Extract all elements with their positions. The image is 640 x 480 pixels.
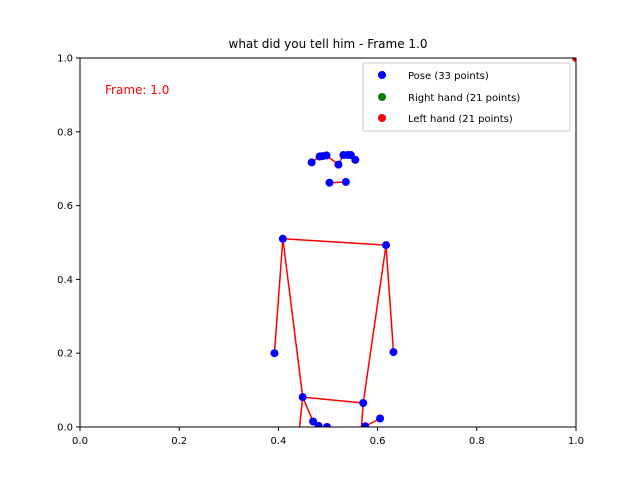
skeleton-connection bbox=[302, 396, 314, 422]
pose-point bbox=[389, 348, 398, 357]
x-tick-label: 0.2 bbox=[171, 436, 187, 447]
pose-point bbox=[278, 234, 287, 243]
x-tick-label: 1.0 bbox=[568, 436, 584, 447]
left-hand-point bbox=[572, 58, 576, 62]
legend-label-left-hand: Left hand (21 points) bbox=[408, 114, 513, 125]
skeleton-connection bbox=[282, 238, 304, 398]
landmark-points bbox=[270, 58, 576, 427]
pose-point bbox=[334, 160, 343, 169]
x-tick-label: 0.0 bbox=[72, 436, 88, 447]
pose-point bbox=[309, 417, 318, 426]
legend-marker-pose bbox=[378, 71, 386, 79]
x-tick-label: 0.4 bbox=[270, 436, 286, 447]
chart-title: what did you tell him - Frame 1.0 bbox=[229, 37, 428, 51]
y-tick-label: 0.2 bbox=[57, 349, 73, 360]
skeleton-connection bbox=[282, 238, 387, 246]
pose-point bbox=[341, 177, 350, 186]
legend-box bbox=[362, 62, 571, 132]
legend-label-right-hand: Right hand (21 points) bbox=[408, 93, 520, 104]
skeleton-connection bbox=[362, 244, 387, 404]
skeleton-connection bbox=[298, 397, 304, 427]
y-tick-label: 0.0 bbox=[57, 423, 73, 434]
y-tick-label: 0.4 bbox=[57, 275, 73, 286]
y-tick-label: 0.8 bbox=[57, 127, 73, 138]
x-axis: 0.0 0.2 0.4 0.6 0.8 1.0 bbox=[72, 427, 584, 447]
skeleton-connection bbox=[360, 402, 364, 427]
pose-point bbox=[323, 423, 332, 427]
skeleton-connection bbox=[364, 426, 366, 427]
pose-point bbox=[382, 241, 391, 250]
pose-point bbox=[270, 349, 279, 358]
pose-point bbox=[325, 178, 334, 187]
pose-point bbox=[307, 158, 316, 167]
legend: Pose (33 points) Right hand (21 points) … bbox=[362, 62, 571, 132]
y-axis: 0.0 0.2 0.4 0.6 0.8 1.0 bbox=[57, 54, 80, 434]
frame-annotation: Frame: 1.0 bbox=[105, 83, 169, 97]
skeleton-connection bbox=[302, 396, 364, 404]
x-tick-label: 0.8 bbox=[469, 436, 485, 447]
y-tick-label: 0.6 bbox=[57, 201, 73, 212]
pose-point bbox=[359, 399, 368, 408]
pose-point bbox=[361, 422, 370, 427]
plot-frame bbox=[79, 57, 577, 428]
pose-point bbox=[376, 414, 385, 423]
pose-point bbox=[298, 393, 307, 402]
x-tick-label: 0.6 bbox=[370, 436, 386, 447]
legend-marker-left-hand bbox=[378, 114, 386, 122]
legend-marker-right-hand bbox=[378, 93, 386, 101]
skeleton-connection bbox=[273, 238, 284, 354]
legend-label-pose: Pose (33 points) bbox=[408, 71, 489, 82]
y-tick-label: 1.0 bbox=[57, 54, 73, 65]
pose-point bbox=[314, 421, 323, 427]
pose-point bbox=[322, 151, 331, 160]
skeleton-connection bbox=[385, 245, 395, 353]
pose-point bbox=[351, 155, 360, 164]
